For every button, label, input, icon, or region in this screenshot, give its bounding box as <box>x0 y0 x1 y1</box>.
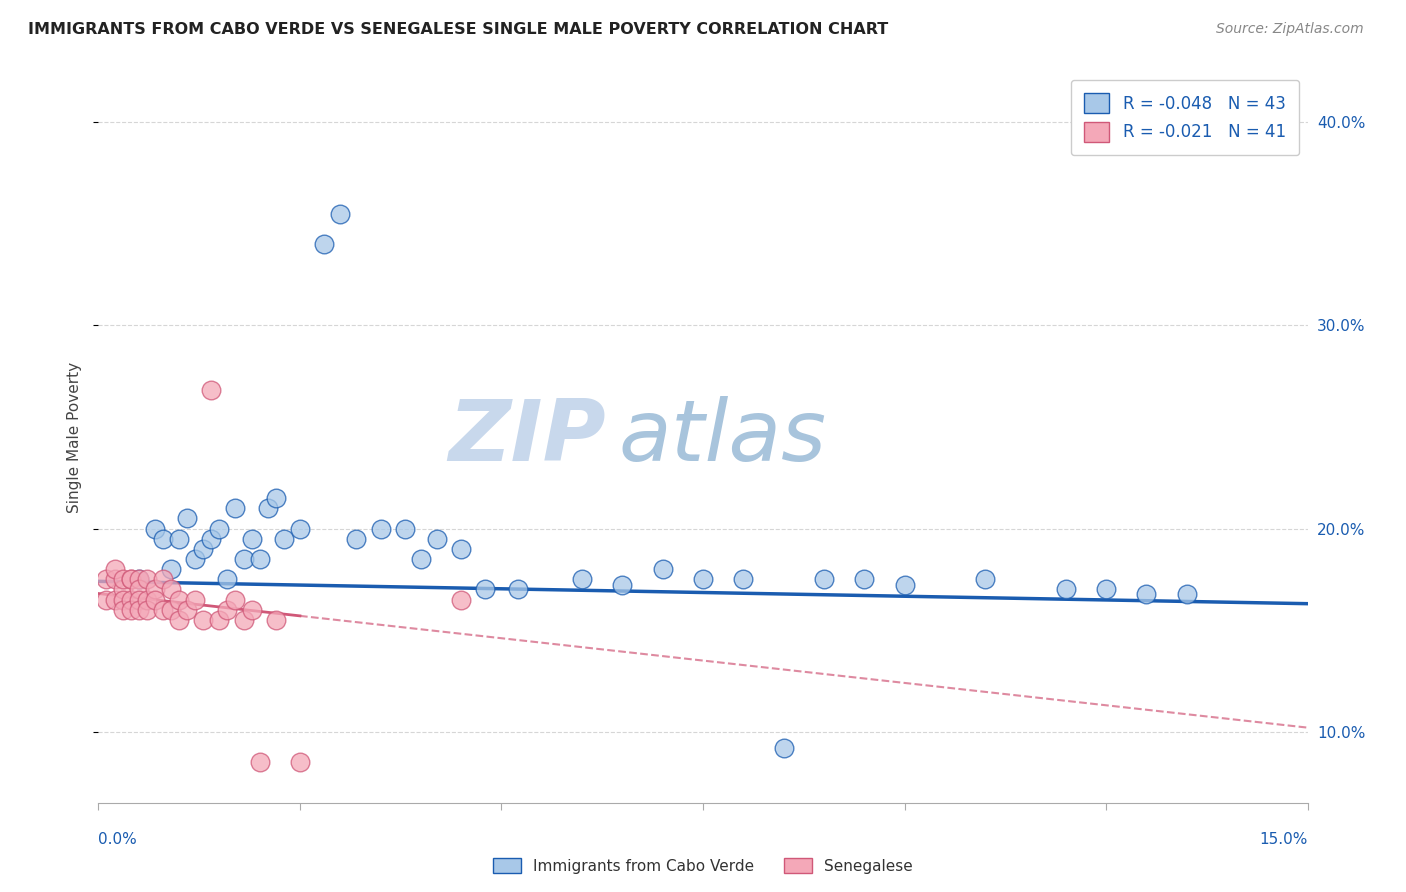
Point <box>152 572 174 586</box>
Point <box>111 603 134 617</box>
Point <box>152 603 174 617</box>
Point <box>264 613 287 627</box>
Point <box>1175 586 1198 600</box>
Point <box>200 384 222 398</box>
Point <box>160 603 183 617</box>
Point <box>224 501 246 516</box>
Point <box>240 603 263 617</box>
Legend: R = -0.048   N = 43, R = -0.021   N = 41: R = -0.048 N = 43, R = -0.021 N = 41 <box>1071 79 1299 155</box>
Point <box>249 755 271 769</box>
Point <box>176 511 198 525</box>
Point <box>394 521 416 535</box>
Point <box>143 582 166 597</box>
Point <box>120 592 142 607</box>
Point <box>184 592 207 607</box>
Text: Source: ZipAtlas.com: Source: ZipAtlas.com <box>1216 22 1364 37</box>
Point <box>208 521 231 535</box>
Point <box>1095 582 1118 597</box>
Point <box>167 532 190 546</box>
Point <box>1054 582 1077 597</box>
Point <box>256 501 278 516</box>
Point <box>135 603 157 617</box>
Point <box>224 592 246 607</box>
Point <box>128 582 150 597</box>
Text: 0.0%: 0.0% <box>98 832 138 847</box>
Point <box>103 592 125 607</box>
Point <box>160 562 183 576</box>
Point <box>893 578 915 592</box>
Point <box>128 572 150 586</box>
Point <box>651 562 673 576</box>
Point <box>167 613 190 627</box>
Point <box>329 206 352 220</box>
Legend: Immigrants from Cabo Verde, Senegalese: Immigrants from Cabo Verde, Senegalese <box>486 852 920 880</box>
Point <box>135 572 157 586</box>
Point <box>344 532 367 546</box>
Point <box>450 592 472 607</box>
Point <box>176 603 198 617</box>
Point <box>135 592 157 607</box>
Point <box>249 552 271 566</box>
Text: atlas: atlas <box>619 395 827 479</box>
Point <box>111 592 134 607</box>
Point <box>217 603 239 617</box>
Point <box>128 572 150 586</box>
Text: 15.0%: 15.0% <box>1260 832 1308 847</box>
Point <box>273 532 295 546</box>
Point <box>426 532 449 546</box>
Point <box>314 237 336 252</box>
Point <box>128 592 150 607</box>
Point <box>160 582 183 597</box>
Point <box>853 572 876 586</box>
Point <box>103 562 125 576</box>
Point <box>1135 586 1157 600</box>
Point <box>232 613 254 627</box>
Point <box>143 521 166 535</box>
Point <box>143 592 166 607</box>
Point <box>571 572 593 586</box>
Point <box>370 521 392 535</box>
Y-axis label: Single Male Poverty: Single Male Poverty <box>67 361 83 513</box>
Text: IMMIGRANTS FROM CABO VERDE VS SENEGALESE SINGLE MALE POVERTY CORRELATION CHART: IMMIGRANTS FROM CABO VERDE VS SENEGALESE… <box>28 22 889 37</box>
Point <box>120 572 142 586</box>
Point <box>128 603 150 617</box>
Point <box>217 572 239 586</box>
Point <box>111 572 134 586</box>
Point <box>232 552 254 566</box>
Point <box>506 582 529 597</box>
Point <box>208 613 231 627</box>
Point <box>111 582 134 597</box>
Point <box>193 613 215 627</box>
Point <box>474 582 496 597</box>
Point <box>152 532 174 546</box>
Point <box>200 532 222 546</box>
Point <box>103 572 125 586</box>
Point <box>264 491 287 505</box>
Point <box>288 755 311 769</box>
Point <box>167 592 190 607</box>
Point <box>193 541 215 556</box>
Point <box>450 541 472 556</box>
Point <box>96 572 118 586</box>
Point <box>288 521 311 535</box>
Point <box>974 572 997 586</box>
Point <box>692 572 714 586</box>
Point <box>772 740 794 755</box>
Point <box>409 552 432 566</box>
Point <box>813 572 835 586</box>
Point <box>120 572 142 586</box>
Point <box>96 592 118 607</box>
Point <box>240 532 263 546</box>
Point <box>120 603 142 617</box>
Point <box>184 552 207 566</box>
Text: ZIP: ZIP <box>449 395 606 479</box>
Point <box>612 578 634 592</box>
Point <box>733 572 755 586</box>
